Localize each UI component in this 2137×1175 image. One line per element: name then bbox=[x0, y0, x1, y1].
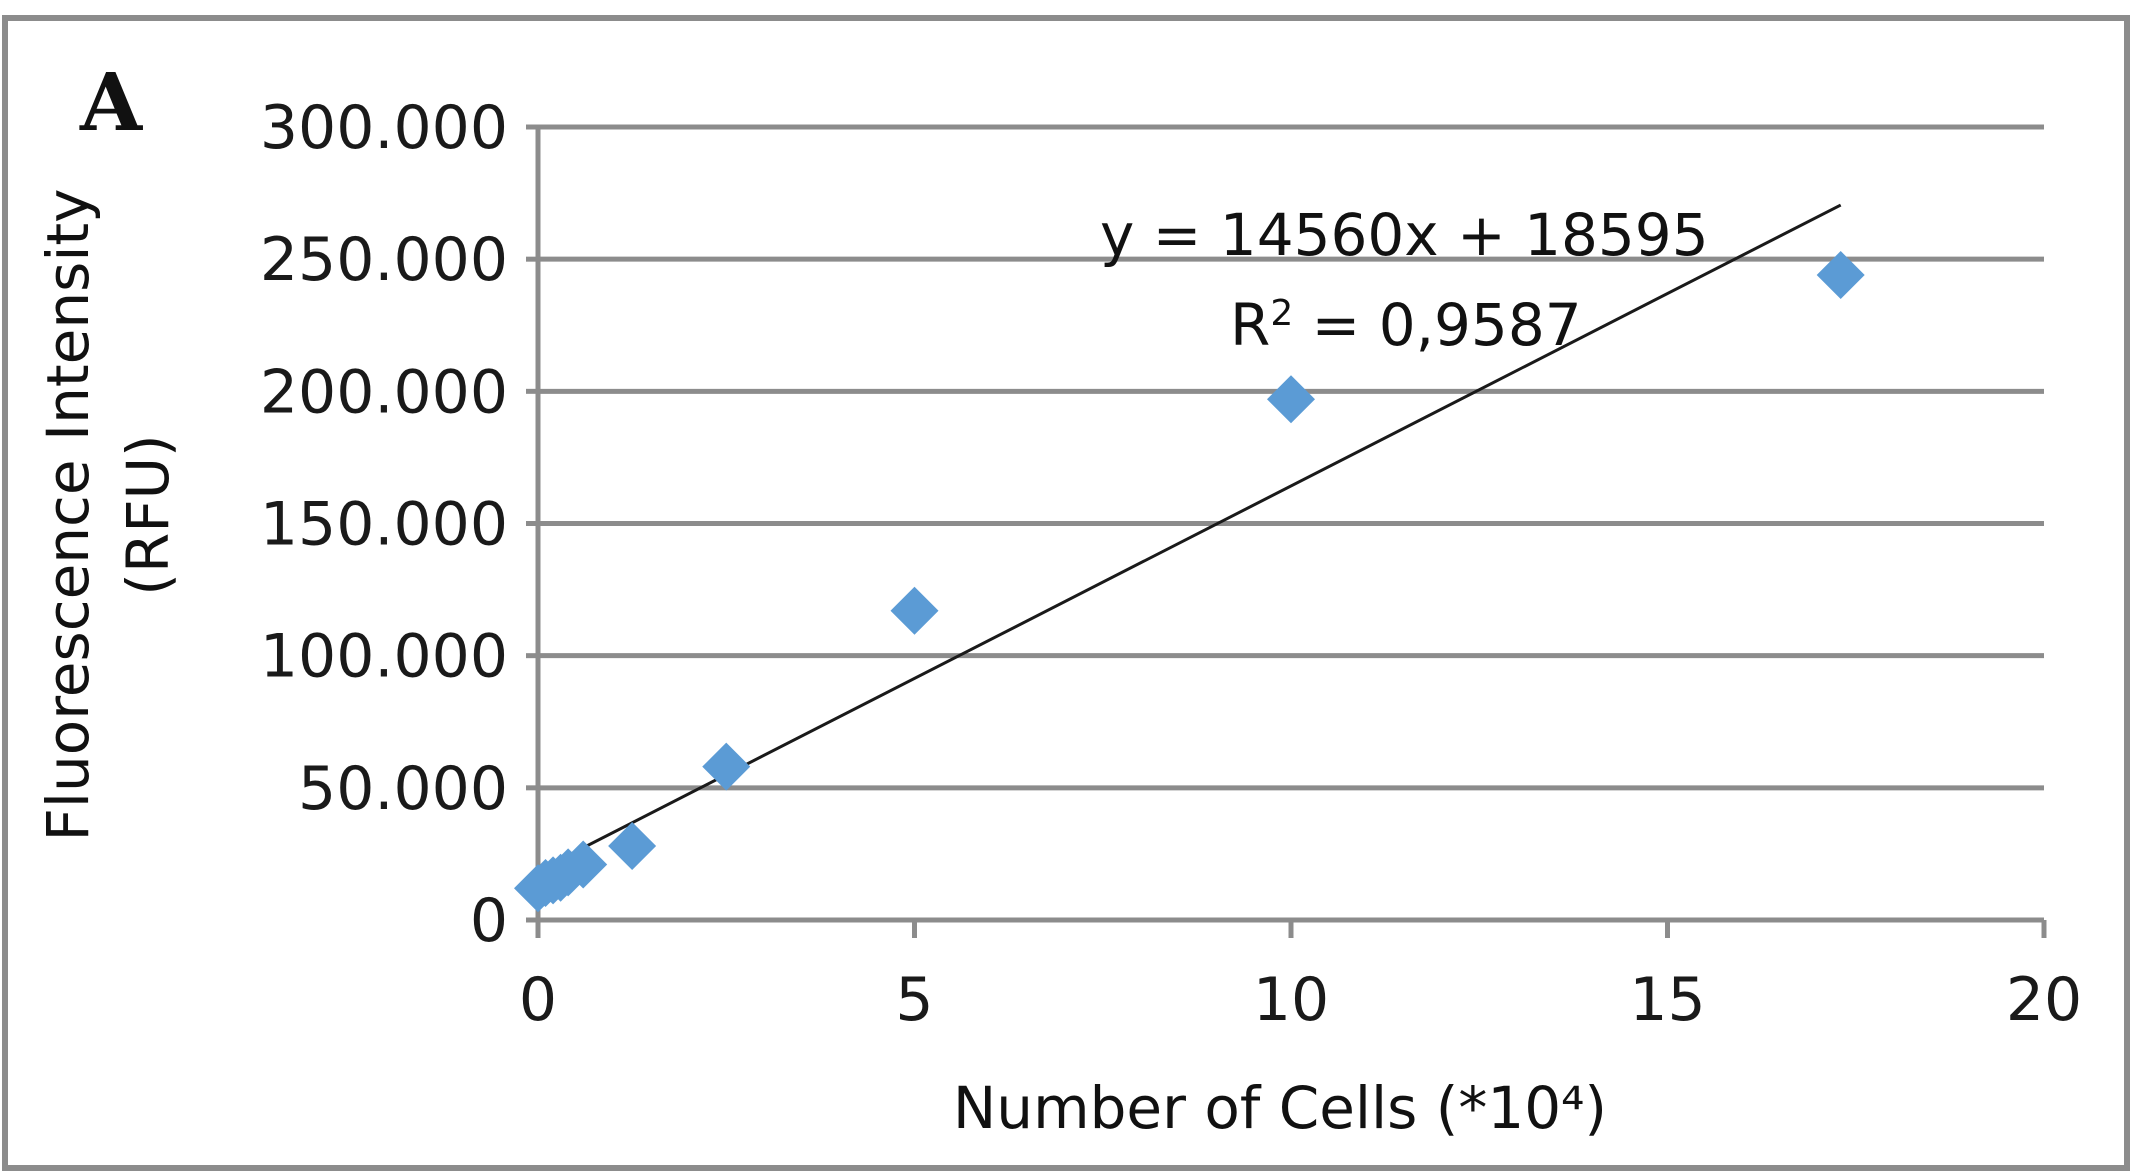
y-tick-label: 50.000 bbox=[298, 754, 508, 824]
axes bbox=[526, 124, 2047, 938]
data-point-diamond bbox=[702, 742, 751, 791]
x-tick-label: 0 bbox=[519, 965, 557, 1035]
y-axis-title-line-1: Fluorescence Intensity bbox=[34, 189, 102, 842]
r-squared-prefix: R bbox=[1230, 291, 1270, 359]
trendline-equation: y = 14560x + 18595 bbox=[1100, 201, 1709, 269]
tick-labels: 0 50.000 100.000 150.000 200.000 250.000 300.0… bbox=[260, 93, 2082, 1035]
x-tick-label: 20 bbox=[2006, 965, 2082, 1035]
trendline-layer bbox=[544, 203, 1842, 869]
y-tick-label: 300.000 bbox=[260, 93, 508, 163]
gridlines bbox=[538, 124, 2044, 791]
trendline bbox=[544, 203, 1842, 869]
x-tick-label: 10 bbox=[1253, 965, 1329, 1035]
data-point-diamond bbox=[890, 586, 939, 635]
y-tick-label: 0 bbox=[470, 886, 508, 956]
x-axis-title: Number of Cells (*10⁴) bbox=[953, 1074, 1607, 1142]
data-point-diamond bbox=[608, 821, 657, 870]
r-squared-superscript: 2 bbox=[1270, 293, 1293, 334]
data-point-diamond bbox=[1816, 251, 1865, 300]
y-tick-label: 250.000 bbox=[260, 225, 508, 295]
panel-label: A bbox=[79, 55, 143, 149]
y-tick-label: 100.000 bbox=[260, 622, 508, 692]
outer-border bbox=[2, 15, 2130, 1171]
r-squared-label: R2 = 0,9587 bbox=[1230, 291, 1582, 359]
y-tick-label: 200.000 bbox=[260, 357, 508, 427]
r-squared-value: = 0,9587 bbox=[1293, 291, 1581, 359]
data-point-diamond bbox=[1267, 375, 1315, 424]
x-tick-label: 5 bbox=[895, 965, 933, 1035]
data-point-diamond bbox=[559, 840, 608, 889]
data-points bbox=[514, 251, 1865, 913]
y-tick-label: 150.000 bbox=[260, 490, 508, 560]
x-tick-label: 15 bbox=[1629, 965, 1705, 1035]
y-axis-title-line-2: (RFU) bbox=[114, 434, 182, 595]
y-axis-title: Fluorescence Intensity (RFU) bbox=[34, 189, 182, 842]
